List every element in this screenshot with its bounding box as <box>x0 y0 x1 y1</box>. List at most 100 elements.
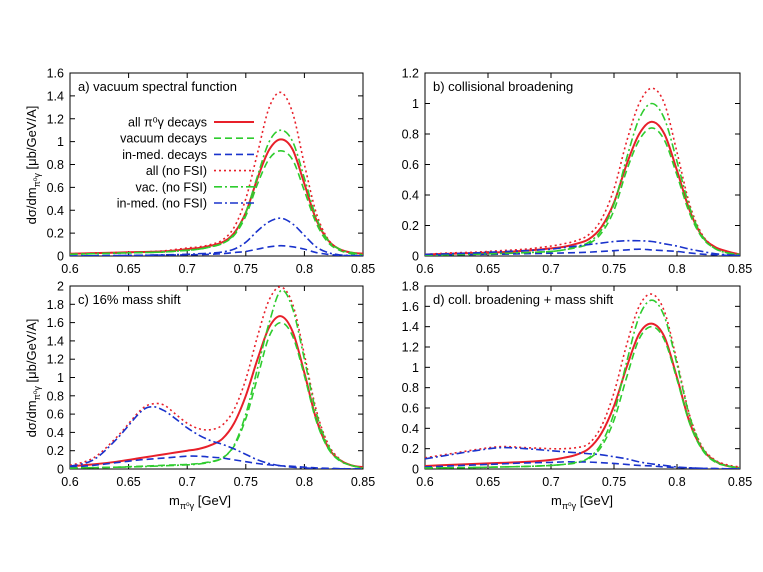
legend-label-all-decays: all π⁰γ decays <box>128 116 207 130</box>
series-line-vacuum-decays <box>70 149 363 256</box>
y-tick-label: 1 <box>412 97 419 111</box>
y-axis-label-top-main: dσ/dm <box>24 187 39 224</box>
x-tick-label: 0.75 <box>602 262 626 276</box>
y-axis-label-top-unit: [μb/GeV/A] <box>24 106 39 173</box>
y-tick-label: 0.2 <box>402 219 419 233</box>
x-axis-label-right-main: m <box>551 493 562 508</box>
x-tick-label: 0.8 <box>296 475 313 489</box>
y-tick-label: 1.8 <box>402 280 419 294</box>
x-axis-label-left-unit: [GeV] <box>194 493 231 508</box>
x-axis-label-right-sub: π⁰γ <box>562 501 577 511</box>
x-tick-label: 0.75 <box>234 262 258 276</box>
x-axis-label-right-unit: [GeV] <box>576 493 613 508</box>
y-axis-label-bottom-main: dσ/dm <box>24 400 39 437</box>
y-tick-label: 1 <box>57 371 64 385</box>
y-tick-label: 0.6 <box>402 158 419 172</box>
x-tick-label: 0.8 <box>296 262 313 276</box>
y-tick-label: 0 <box>412 250 419 264</box>
series-line-in-med-decays <box>425 461 740 469</box>
series-line-in-med-decays <box>70 455 363 469</box>
y-tick-label: 0.2 <box>47 444 64 458</box>
panel-c-mass-shift: 0.6 0.65 0.7 0.75 0.8 0.85 0 0.2 0.4 0.6 0.8 1 1.2 1.… <box>47 280 376 490</box>
series-line-all-no-fsi <box>425 87 740 256</box>
series-line-in-med-decays <box>70 244 363 256</box>
y-tick-label: 1.4 <box>47 89 64 103</box>
x-tick-label: 0.65 <box>476 262 500 276</box>
y-tick-label: 1.4 <box>47 334 64 348</box>
series-line-all-no-fsi <box>425 293 740 468</box>
x-axis-label-right: mπ⁰γ [GeV] <box>551 493 613 511</box>
y-tick-label: 0.8 <box>402 381 419 395</box>
y-tick-label: 0 <box>57 463 64 477</box>
y-tick-label: 0.6 <box>47 181 64 195</box>
y-tick-label: 0.4 <box>402 422 419 436</box>
x-tick-label: 0.7 <box>179 475 196 489</box>
y-tick-label: 2 <box>57 280 64 294</box>
legend-label-in-med-no-fsi: in-med. (no FSI) <box>117 197 207 211</box>
series-line-in-med-no-fsi <box>70 217 363 256</box>
legend: all π⁰γ decays vacuum decays in-med. decay… <box>117 116 254 211</box>
y-tick-label: 1.2 <box>47 112 64 126</box>
panel-a-vacuum-spectral-function: 0.6 0.65 0.7 0.75 0.8 0.85 0 0.2 0.4 0.6 0.8 1 1.2 1.… <box>47 67 376 277</box>
series-line-vacuum-decays <box>70 321 363 469</box>
y-tick-label: 1.4 <box>402 320 419 334</box>
series-line-vacuum-decays <box>425 325 740 469</box>
panel-title: b) collisional broadening <box>433 79 573 94</box>
x-tick-label: 0.6 <box>61 475 78 489</box>
panel-title: d) coll. broadening + mass shift <box>433 292 614 307</box>
panel-title: c) 16% mass shift <box>78 292 181 307</box>
x-tick-label: 0.65 <box>116 262 140 276</box>
y-tick-label: 0 <box>57 250 64 264</box>
y-tick-label: 0.4 <box>47 204 64 218</box>
legend-label-vacuum-decays: vacuum decays <box>120 132 207 146</box>
y-tick-label: 0.8 <box>47 158 64 172</box>
y-tick-label: 0.4 <box>402 189 419 203</box>
panel-b-collisional-broadening: 0.6 0.65 0.7 0.75 0.8 0.85 0 0.2 0.4 0.6 0.8 1 1.2 b)… <box>402 67 753 277</box>
x-tick-label: 0.6 <box>416 475 433 489</box>
x-axis-label-left-sub: π⁰γ <box>180 501 195 511</box>
plot-frame <box>424 285 741 470</box>
x-axis-label-left-main: m <box>169 493 180 508</box>
y-tick-label: 0.2 <box>402 442 419 456</box>
x-tick-label: 0.65 <box>476 475 500 489</box>
y-tick-label: 0 <box>412 463 419 477</box>
y-tick-label: 1.2 <box>402 341 419 355</box>
y-axis-label-bottom-sub: π⁰γ <box>32 386 42 401</box>
x-tick-label: 0.75 <box>602 475 626 489</box>
y-axis-label-bottom-unit: [μb/GeV/A] <box>24 319 39 386</box>
series-line-vac-no-fsi <box>70 129 363 256</box>
series-line-all-decays <box>70 138 363 255</box>
series-line-all-no-fsi <box>70 91 363 255</box>
x-tick-label: 0.85 <box>351 475 375 489</box>
x-tick-label: 0.65 <box>116 475 140 489</box>
y-tick-label: 0.2 <box>47 227 64 241</box>
x-tick-label: 0.7 <box>542 475 559 489</box>
y-axis-label-bottom: dσ/dmπ⁰γ [μb/GeV/A] <box>24 319 42 438</box>
series-line-all-decays <box>425 322 740 469</box>
series-line-all-no-fsi <box>70 286 363 468</box>
legend-label-all-no-fsi: all (no FSI) <box>146 164 207 178</box>
y-axis-label-top: dσ/dmπ⁰γ [μb/GeV/A] <box>24 106 42 225</box>
panel-title: a) vacuum spectral function <box>78 79 237 94</box>
x-tick-label: 0.7 <box>179 262 196 276</box>
y-tick-label: 1.8 <box>47 298 64 312</box>
series-line-vac-no-fsi <box>425 102 740 256</box>
x-tick-label: 0.6 <box>416 262 433 276</box>
series-line-in-med-no-fsi <box>425 446 740 469</box>
x-tick-label: 0.75 <box>234 475 258 489</box>
y-tick-label: 0.8 <box>402 128 419 142</box>
x-tick-label: 0.7 <box>542 262 559 276</box>
series-line-vac-no-fsi <box>425 299 740 469</box>
plot-frame <box>424 72 741 257</box>
y-tick-label: 1.6 <box>402 300 419 314</box>
x-tick-label: 0.85 <box>351 262 375 276</box>
x-tick-label: 0.8 <box>668 262 685 276</box>
series-line-all-decays <box>425 120 740 256</box>
series-line-vacuum-decays <box>425 127 740 256</box>
x-tick-label: 0.85 <box>728 262 752 276</box>
y-tick-label: 1.2 <box>47 353 64 367</box>
x-axis-label-left: mπ⁰γ [GeV] <box>169 493 231 511</box>
series-line-in-med-no-fsi <box>70 405 363 469</box>
x-tick-label: 0.6 <box>61 262 78 276</box>
